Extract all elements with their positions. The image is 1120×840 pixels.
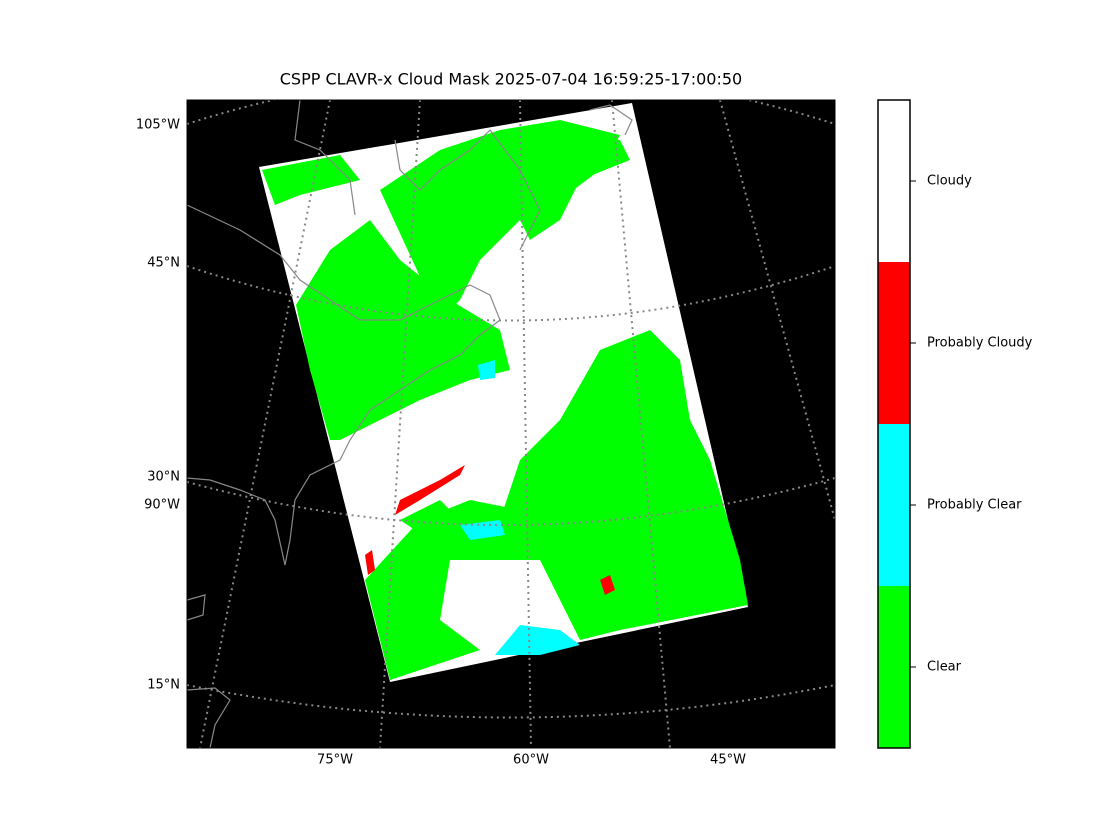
map-frame [186, 99, 836, 749]
colorbar-segment [878, 424, 910, 586]
colorbar-label: Probably Clear [927, 498, 1022, 513]
colorbar-segment [878, 262, 910, 424]
graticule [187, 100, 835, 748]
colorbar: Cloudy Probably Cloudy Probably Clear Clear [877, 99, 1033, 749]
lat-lon-label: 30°N [147, 470, 180, 485]
colorbar-segment [878, 100, 910, 262]
colorbar-frame [877, 99, 911, 749]
lon-label: 45°W [710, 753, 746, 768]
lon-label: 60°W [513, 753, 549, 768]
colorbar-label: Cloudy [927, 174, 972, 189]
colorbar-label: Probably Cloudy [927, 336, 1033, 351]
colorbar-segment [878, 586, 910, 748]
probably-cloudy-areas [365, 465, 615, 595]
lat-lon-label: 15°N [147, 678, 180, 693]
lon-label: 75°W [317, 753, 353, 768]
coastlines [187, 100, 633, 748]
map-title: CSPP CLAVR-x Cloud Mask 2025-07-04 16:59… [280, 70, 742, 89]
lat-lon-label: 90°W [144, 498, 180, 513]
map [187, 100, 835, 748]
colorbar-label: Clear [927, 660, 962, 675]
lat-lon-label: 45°N [147, 256, 180, 271]
lat-lon-label: 105°W [136, 118, 180, 133]
